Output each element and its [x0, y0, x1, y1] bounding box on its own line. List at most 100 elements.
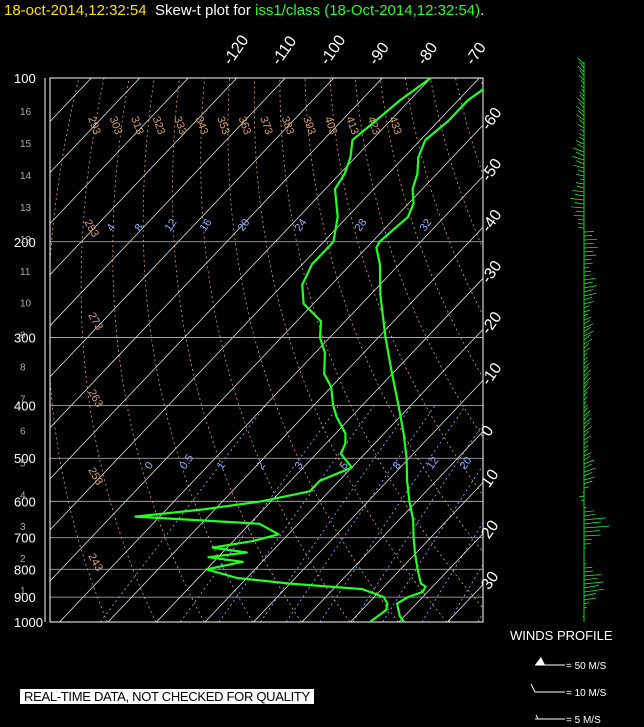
dry-adiabat — [279, 78, 483, 609]
height-tick-label: 9 — [20, 331, 26, 342]
dry-adiabat — [172, 78, 302, 622]
chart-title: 18-oct-2014,12:32:54 Skew-t plot for iss… — [4, 2, 484, 19]
wind-barb — [583, 313, 589, 317]
wind-barb — [583, 266, 589, 269]
wind-barb — [583, 231, 595, 233]
wind-barb — [578, 74, 585, 81]
wind-barb — [583, 407, 588, 413]
height-tick-label: 11 — [20, 267, 31, 278]
mixing-ratio-line — [448, 563, 483, 622]
wind-legend-label: = 10 M/S — [566, 688, 607, 699]
dry-adiabat-label: 303 — [107, 115, 125, 136]
wind-barb — [583, 316, 592, 321]
dry-adiabat-label: 253 — [85, 466, 105, 488]
dry-adiabat-label: 413 — [343, 115, 361, 136]
wind-barb — [578, 110, 585, 117]
height-tick-label: 7 — [20, 395, 26, 406]
wind-barb — [577, 65, 585, 73]
mixing-ratio-label-upper: 28 — [353, 217, 370, 234]
isotherm-label: -60 — [478, 105, 505, 134]
mixing-ratio-label-lower: 0.5 — [178, 452, 197, 471]
dry-adiabat-label: 273 — [85, 311, 105, 333]
wind-barb — [583, 289, 594, 293]
isotherm-line — [59, 175, 483, 622]
height-tick-label: 2 — [20, 554, 26, 565]
wind-barb — [574, 202, 585, 205]
dry-adiabat-label: 353 — [214, 115, 232, 136]
isotherm-label: 0 — [478, 423, 497, 440]
isotherms — [50, 78, 644, 622]
dry-adiabat — [227, 78, 399, 622]
wind-barb — [583, 285, 597, 289]
isotherm-line — [301, 430, 483, 622]
dry-adiabat-label: 293 — [85, 115, 103, 136]
wind-barb — [583, 588, 605, 593]
height-tick-label: 13 — [20, 203, 32, 214]
wind-barb — [583, 467, 596, 473]
isotherm-line — [50, 78, 335, 378]
height-tick-label: 10 — [20, 299, 32, 310]
isotherm-line — [50, 78, 383, 429]
dry-adiabat — [606, 78, 644, 622]
wind-barb — [583, 525, 610, 529]
wind-barb — [572, 189, 585, 193]
isotherm-line — [107, 226, 483, 622]
height-tick-label: 4 — [20, 490, 26, 501]
wind-barb — [583, 577, 598, 581]
wind-legend-pennant — [535, 657, 545, 665]
wind-barb — [579, 94, 585, 101]
wind-barb — [583, 452, 592, 457]
height-tick-label: 12 — [20, 235, 32, 246]
wind-barb — [583, 258, 592, 261]
wind-barb — [583, 254, 597, 257]
wind-barb — [580, 499, 585, 502]
pressure-tick-label: 400 — [14, 399, 36, 414]
dry-adiabat-label: 383 — [279, 115, 297, 136]
height-tick-label: 6 — [20, 426, 26, 437]
wind-barb — [583, 574, 601, 577]
dry-adiabat — [404, 78, 483, 317]
isotherm-label: -50 — [478, 156, 505, 185]
isotherm-label: -80 — [414, 40, 441, 69]
wind-barb — [583, 593, 596, 597]
height-tick-label: 16 — [20, 107, 32, 118]
isotherm-label: -100 — [317, 32, 349, 68]
quality-note: REAL-TIME DATA, NOT CHECKED FOR QUALITY — [20, 689, 314, 704]
isotherm-line — [156, 277, 483, 622]
wind-barb — [583, 607, 587, 609]
wind-barb — [575, 160, 585, 165]
isotherm-line — [593, 78, 644, 622]
height-tick-label: 3 — [20, 522, 26, 533]
wind-barb — [583, 414, 590, 421]
wind-barb — [583, 396, 588, 401]
wind-barb — [572, 155, 585, 161]
wind-barb — [583, 463, 592, 469]
wind-legend: = 50 M/S = 10 M/S = 5 M/S — [530, 657, 607, 726]
wind-barb — [583, 352, 588, 357]
mixing-ratio-label-upper: 8 — [133, 222, 146, 234]
dry-adiabat-label: 333 — [171, 115, 189, 136]
wind-legend-halfbarb — [535, 714, 539, 720]
dry-adiabat-label: 243 — [85, 552, 105, 574]
pressure-tick-label: 900 — [14, 590, 36, 605]
mixing-ratio-label-lower: 1 — [215, 460, 228, 472]
isotherm-label: -20 — [478, 309, 505, 338]
wind-barb — [583, 510, 595, 513]
wind-barb — [583, 401, 587, 405]
wind-barb — [578, 119, 585, 125]
isotherm-label: -30 — [478, 258, 505, 287]
wind-barb — [579, 136, 585, 141]
dry-adiabat — [304, 78, 483, 553]
wind-barb — [583, 567, 593, 569]
wind-barb — [583, 539, 592, 541]
wind-barb — [583, 363, 590, 369]
wind-barb — [580, 79, 585, 85]
dry-adiabat-label: 363 — [236, 115, 254, 136]
wind-barb — [583, 360, 588, 365]
wind-barb — [583, 347, 590, 353]
wind-barb — [583, 421, 590, 429]
wind-barb — [583, 597, 597, 601]
wind-barb — [583, 517, 606, 521]
dry-adiabat — [430, 78, 483, 250]
pressure-tick-label: 300 — [14, 331, 36, 346]
